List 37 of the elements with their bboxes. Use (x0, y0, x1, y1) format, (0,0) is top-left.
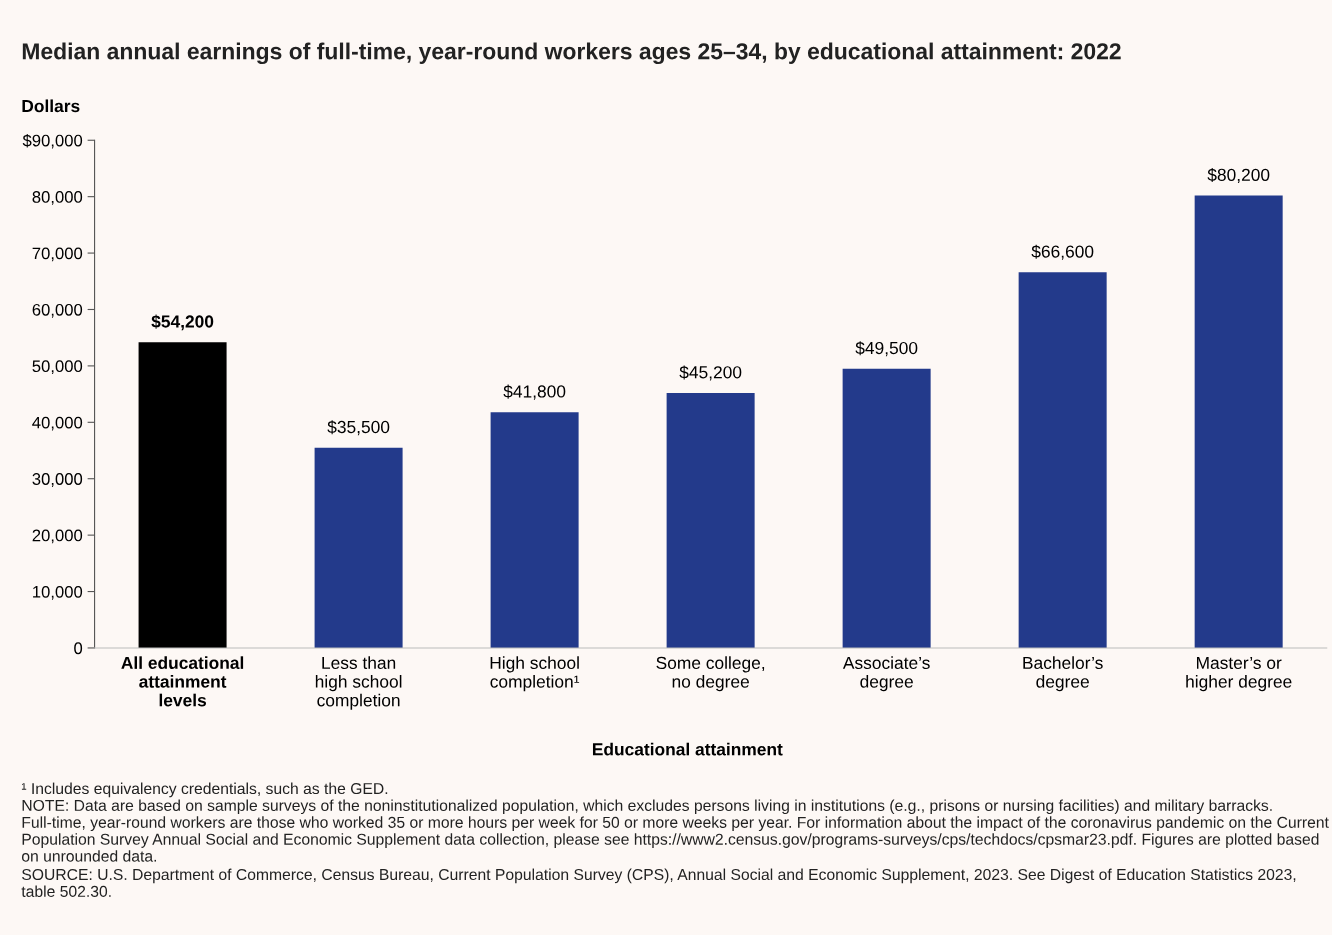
bar (666, 392, 755, 648)
bar (314, 447, 403, 648)
y-tick-label: 60,000 (32, 303, 83, 318)
y-tick-label: 80,000 (32, 191, 83, 205)
x-tick-label: High school completion¹ (490, 656, 580, 692)
x-tick-label: All educational attainment levels (121, 656, 244, 707)
y-tick-label: 10,000 (33, 585, 83, 600)
y-tick-label: 0 (74, 642, 83, 655)
bar (138, 342, 227, 648)
x-tick-label: Bachelor’s degree (1023, 656, 1103, 692)
bar (842, 368, 931, 648)
x-tick-label: Associate’s degree (842, 656, 930, 692)
data-label: $80,200 (1207, 167, 1270, 184)
data-label: $49,500 (855, 341, 918, 357)
bar (1194, 195, 1283, 648)
y-axis-title: Dollars (22, 99, 80, 113)
x-axis-title: Educational attainment (592, 742, 783, 756)
y-tick-label: 40,000 (32, 416, 83, 431)
x-tick-label: Less than high school completion (315, 656, 402, 710)
bar (490, 412, 579, 648)
chart-title: Median annual earnings of full-time, year-round workers ages 25–34, by educational attainment: 2022 (22, 42, 1121, 65)
y-tick-label: 20,000 (32, 529, 83, 544)
data-label: $45,200 (679, 365, 742, 381)
data-label: $66,600 (1031, 244, 1094, 260)
text: NOTE: Data are based on sample surveys of the noninstitutionalized population, which excludes persons living in institutions (e.g., prisons or nursing facilities) and military barracks. Full-time, year-round workers are those who worked 35 or more hours per week for 50 or more weeks per year. For information about the impact of the coronavirus pandemic on the Current Population Survey Annual Social and Economic Supplement data collection, please see https://www2.census.gov/programs-surveys/cps/techdocs/cpsmar23.pdf. Figures are plotted based on unrounded data. (21, 799, 1329, 862)
data-label: $35,500 (327, 420, 390, 436)
x-tick-label: Master’s or higher degree (1186, 656, 1292, 692)
text: ¹ Includes equivalency credentials, such as the GED. (21, 782, 388, 798)
y-tick-label: 50,000 (32, 360, 83, 375)
y-tick-label: 70,000 (32, 247, 83, 262)
x-tick-label: Some college, no degree (656, 656, 765, 692)
y-tick-label: 30,000 (32, 473, 83, 487)
bar (1018, 272, 1107, 648)
data-label: $54,200 (151, 314, 214, 331)
y-tick-label: $90,000 (22, 133, 83, 149)
data-label: $41,800 (503, 384, 566, 400)
source-note: SOURCE: U.S. Department of Commerce, Census Bureau, Current Population Survey (CPS), Annual Social and Economic Supplement, 2023. See Digest of Education Statistics 2023, table 502.30. (21, 868, 1296, 897)
